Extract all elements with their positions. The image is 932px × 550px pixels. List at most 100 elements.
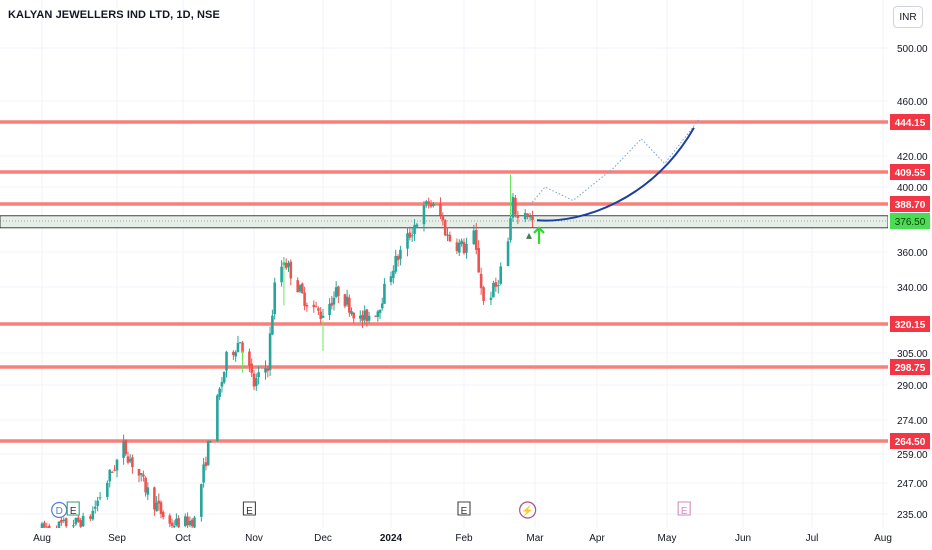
candle-body [408, 232, 412, 238]
candle-body [380, 303, 384, 309]
candle-body [62, 519, 66, 522]
candle-body [383, 283, 386, 304]
candle-body [157, 500, 161, 504]
level-price-label: 409.55 [895, 168, 926, 179]
candle-body [220, 382, 224, 387]
level-price-tag [890, 433, 930, 449]
event-marker[interactable]: E [677, 501, 691, 517]
candle-body [511, 197, 515, 218]
level-price-tag [890, 164, 930, 180]
candle-body [427, 201, 430, 204]
svg-text:E: E [246, 506, 253, 517]
current-price-label: 376.50 [895, 217, 926, 228]
candle-body [124, 439, 128, 455]
candle-body [159, 502, 163, 515]
y-tick-label: 400.00 [897, 183, 928, 194]
time-axis: Aug Sep Oct Nov Dec 2024 Feb Mar Apr May Jun Jul Aug [0, 528, 892, 550]
candle-body [113, 469, 116, 471]
candle-body [446, 234, 449, 236]
candle-body [460, 240, 463, 245]
candle-body [443, 220, 447, 236]
candle-body [155, 502, 158, 512]
projected-path [529, 119, 700, 206]
candle-body [91, 510, 95, 520]
svg-text:E: E [461, 506, 468, 517]
candle-body [399, 249, 402, 259]
level-price-label: 388.70 [895, 200, 926, 211]
candle-body [334, 287, 338, 297]
x-tick-label: Aug [33, 533, 51, 544]
candle-body [284, 262, 288, 269]
x-tick-label: Aug [874, 533, 892, 544]
candle-body [392, 270, 395, 278]
candle-body [406, 233, 409, 249]
candle-body [509, 218, 512, 240]
candle-body [188, 520, 192, 526]
candle-body [98, 497, 102, 499]
y-tick-label: 420.00 [897, 152, 928, 163]
event-marker[interactable]: ⚡ [519, 501, 537, 519]
candle-body [363, 310, 366, 320]
price-axis: 500.00460.00420.00400.00380.00360.00340.… [888, 0, 932, 550]
level-price-label: 264.50 [895, 437, 926, 448]
candle-body [425, 201, 428, 205]
x-tick-label: Mar [526, 533, 544, 544]
candle-body [298, 285, 302, 292]
candle-body [432, 204, 435, 206]
candle-body [506, 241, 510, 267]
candle-body [317, 308, 320, 311]
candle-body [264, 368, 267, 373]
y-tick-label: 460.00 [897, 97, 928, 108]
currency-button[interactable]: INR [893, 6, 923, 28]
candle-body [348, 297, 351, 313]
event-marker[interactable]: E [66, 501, 80, 517]
y-tick-label: 259.00 [897, 450, 928, 461]
x-tick-label: Jun [735, 533, 751, 544]
level-price-label: 320.15 [895, 320, 926, 331]
candle-body [489, 297, 493, 300]
event-marker[interactable]: E [457, 501, 471, 517]
level-price-label: 298.75 [895, 363, 926, 374]
up-arrow [533, 226, 545, 244]
candle-body [413, 225, 416, 234]
candle-body [479, 273, 483, 289]
candle-body [499, 266, 503, 284]
svg-text:⚡: ⚡ [521, 504, 533, 517]
cup-curve [536, 127, 695, 222]
candle-body [358, 315, 362, 319]
x-tick-label: Apr [589, 533, 605, 544]
candle-body [172, 525, 176, 528]
event-marker[interactable]: D [51, 501, 68, 519]
level-price-tag [890, 196, 930, 212]
candle-body [396, 256, 400, 261]
svg-text:E: E [70, 506, 77, 517]
candle-body [457, 242, 461, 253]
candle-body [89, 516, 92, 519]
event-marker[interactable]: E [242, 501, 256, 517]
candle-body [474, 230, 478, 250]
candle-body [40, 523, 44, 531]
candle-body [225, 351, 228, 371]
x-tick-label: Feb [455, 533, 473, 544]
candle-body [218, 388, 221, 397]
candle-body [234, 352, 237, 357]
symbol-title: KALYAN JEWELLERS IND LTD, 1D, NSE [8, 9, 220, 21]
candle-body [287, 263, 290, 267]
candle-body [303, 292, 306, 306]
candle-body [170, 522, 174, 526]
candle-body [305, 304, 309, 307]
candle-body [257, 372, 260, 378]
candle-body [337, 286, 340, 296]
x-tick-label: 2024 [380, 533, 403, 544]
candle-body [439, 203, 442, 216]
candle-body [441, 215, 445, 221]
svg-text:E: E [681, 506, 688, 517]
candle-body [126, 456, 130, 463]
x-tick-label: Jul [806, 533, 819, 544]
candle-body [350, 311, 353, 314]
candle-body [523, 213, 527, 220]
candle-body [271, 315, 274, 335]
candle-body [202, 464, 205, 483]
candle-body [394, 255, 398, 272]
